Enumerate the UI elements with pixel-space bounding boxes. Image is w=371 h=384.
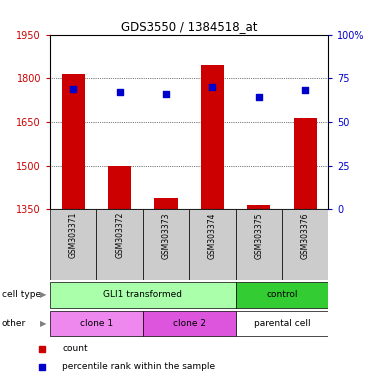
- Point: [256, 94, 262, 101]
- Text: GLI1 transformed: GLI1 transformed: [104, 290, 182, 299]
- Bar: [293, 118, 317, 209]
- Text: count: count: [62, 344, 88, 353]
- Point: [302, 88, 308, 94]
- Text: GSM303376: GSM303376: [301, 212, 310, 258]
- Bar: [143, 311, 236, 336]
- Bar: [236, 311, 328, 336]
- Point: [163, 91, 169, 97]
- Text: ▶: ▶: [40, 319, 46, 328]
- Text: clone 2: clone 2: [173, 319, 206, 328]
- Bar: [236, 282, 328, 308]
- Point: [70, 86, 76, 92]
- Text: other: other: [2, 319, 26, 328]
- Bar: [143, 209, 189, 280]
- Bar: [96, 209, 143, 280]
- Bar: [50, 282, 236, 308]
- Point: [117, 89, 123, 95]
- Bar: [189, 209, 236, 280]
- Text: ▶: ▶: [40, 290, 46, 299]
- Text: GSM303372: GSM303372: [115, 212, 124, 258]
- Bar: [62, 74, 85, 209]
- Text: GSM303371: GSM303371: [69, 212, 78, 258]
- Bar: [247, 205, 270, 209]
- Text: cell type: cell type: [2, 290, 41, 299]
- Bar: [50, 311, 143, 336]
- Bar: [108, 166, 131, 209]
- Bar: [201, 65, 224, 209]
- Text: control: control: [266, 290, 298, 299]
- Text: clone 1: clone 1: [80, 319, 113, 328]
- Bar: [282, 209, 328, 280]
- Text: GSM303373: GSM303373: [161, 212, 171, 258]
- Text: GSM303374: GSM303374: [208, 212, 217, 258]
- Text: parental cell: parental cell: [254, 319, 310, 328]
- Text: GSM303375: GSM303375: [254, 212, 263, 258]
- Bar: [154, 198, 178, 209]
- Title: GDS3550 / 1384518_at: GDS3550 / 1384518_at: [121, 20, 257, 33]
- Bar: [236, 209, 282, 280]
- Bar: [50, 209, 96, 280]
- Point: [209, 84, 215, 90]
- Text: percentile rank within the sample: percentile rank within the sample: [62, 362, 215, 371]
